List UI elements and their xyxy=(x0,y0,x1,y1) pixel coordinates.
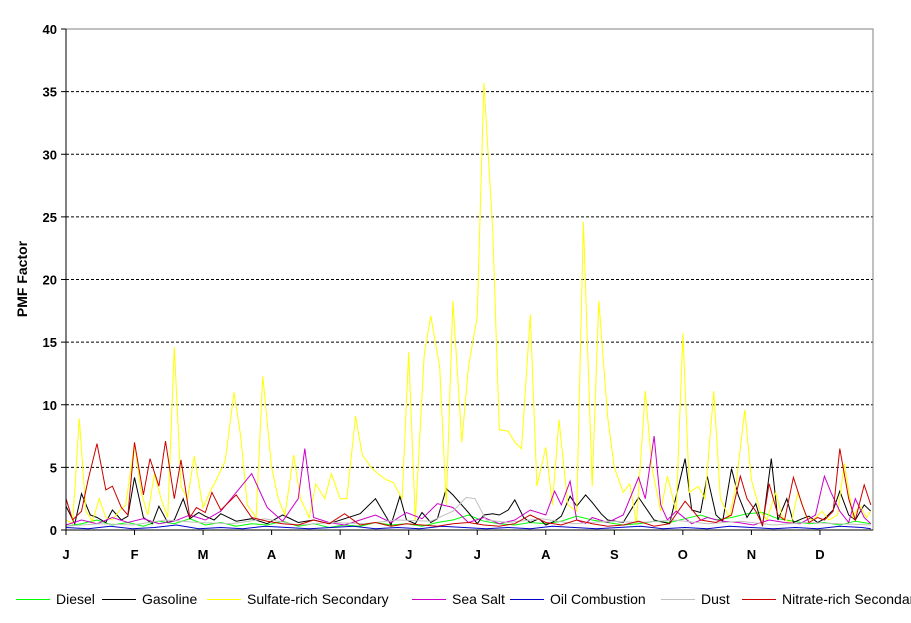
series-line-oil-combustion xyxy=(65,524,871,530)
legend-swatch xyxy=(207,598,241,600)
y-tick-label: 30 xyxy=(43,147,57,162)
pmf-line-chart: 0 5 10 15 20 25 30 35 40 J F M A M J J A S O N D PMF Factor xyxy=(14,22,874,562)
legend-label: Sulfate-rich Secondary xyxy=(247,591,389,607)
legend-swatch xyxy=(412,598,446,600)
legend-item-gasoline: Gasoline xyxy=(102,589,197,609)
legend-item-nitrate-rich-secondary: Nitrate-rich Secondary xyxy=(742,589,911,609)
legend-label: Oil Combustion xyxy=(550,591,646,607)
y-tick-label: 0 xyxy=(50,523,57,538)
legend-label: Dust xyxy=(701,591,730,607)
x-tick-label: S xyxy=(610,547,619,562)
series-lines xyxy=(65,82,872,530)
x-tick-label: A xyxy=(541,547,551,562)
series-line-sulfate-rich-secondary xyxy=(65,82,872,525)
legend-swatch xyxy=(102,598,136,600)
legend: Diesel Gasoline Sulfate-rich Secondary Sea … xyxy=(0,589,911,609)
legend-item-diesel: Diesel xyxy=(16,589,95,609)
x-tick-label: O xyxy=(678,547,688,562)
legend-item-sea-salt: Sea Salt xyxy=(412,589,505,609)
legend-swatch xyxy=(742,598,776,600)
x-tick-label: J xyxy=(62,547,69,562)
x-tick-label: A xyxy=(267,547,277,562)
series-line-gasoline xyxy=(65,458,872,527)
y-axis-title: PMF Factor xyxy=(14,240,30,317)
x-tick-label: F xyxy=(131,547,139,562)
y-tick-label: 35 xyxy=(43,85,57,100)
axes: 0 5 10 15 20 25 30 35 40 J F M A M J J A S O N D xyxy=(43,22,873,562)
y-tick-label: 40 xyxy=(43,22,57,37)
legend-item-oil-combustion: Oil Combustion xyxy=(510,589,646,609)
y-tick-label: 10 xyxy=(43,398,57,413)
gridlines xyxy=(66,91,873,468)
x-tick-label: J xyxy=(474,547,481,562)
legend-label: Nitrate-rich Secondary xyxy=(782,591,911,607)
y-tick-label: 20 xyxy=(43,273,57,288)
series-line-dust xyxy=(65,496,871,527)
x-tick-label: M xyxy=(335,547,346,562)
legend-item-dust: Dust xyxy=(661,589,730,609)
y-tick-label: 25 xyxy=(43,210,57,225)
series-line-sea-salt xyxy=(65,436,872,526)
legend-label: Diesel xyxy=(56,591,95,607)
x-tick-label: M xyxy=(198,547,209,562)
series-line-nitrate-rich-secondary xyxy=(65,441,872,527)
y-tick-label: 15 xyxy=(43,335,57,350)
series-line-diesel xyxy=(65,511,871,529)
x-tick-label: D xyxy=(815,547,824,562)
y-tick-label: 5 xyxy=(50,460,57,475)
legend-swatch xyxy=(510,598,544,600)
x-tick-label: N xyxy=(747,547,756,562)
x-tick-label: J xyxy=(405,547,412,562)
legend-swatch xyxy=(661,598,695,600)
legend-label: Gasoline xyxy=(142,591,198,607)
legend-swatch xyxy=(16,598,50,600)
legend-label: Sea Salt xyxy=(452,591,505,607)
legend-item-sulfate-rich-secondary: Sulfate-rich Secondary xyxy=(207,589,389,609)
